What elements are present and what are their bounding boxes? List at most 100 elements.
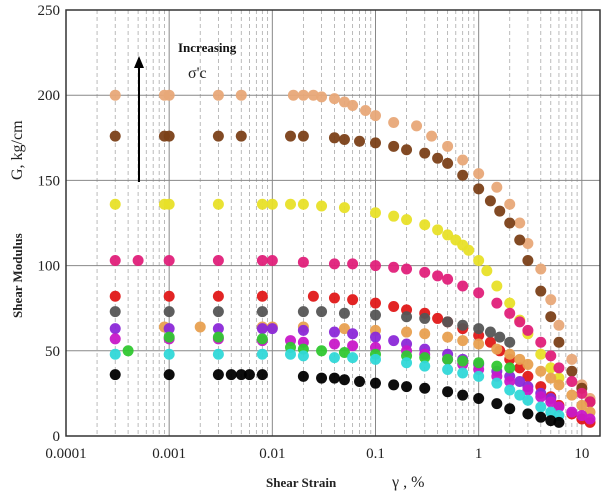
data-point (491, 343, 503, 355)
data-point (347, 340, 359, 352)
data-point (297, 198, 309, 210)
data-point (316, 372, 328, 384)
data-point (338, 202, 350, 214)
annotation-symbol: σ'c (188, 65, 207, 82)
data-point (576, 399, 588, 411)
data-point (256, 323, 268, 335)
data-point (256, 348, 268, 360)
data-point (338, 307, 350, 319)
data-point (553, 336, 565, 348)
data-point (442, 386, 454, 398)
data-point (109, 254, 121, 266)
data-point (266, 254, 278, 266)
y-tick-label: 200 (38, 88, 61, 104)
data-point (328, 372, 340, 384)
data-point (316, 91, 328, 103)
data-point (457, 280, 469, 292)
data-point (212, 290, 224, 302)
data-point (347, 328, 359, 340)
data-point (442, 364, 454, 376)
data-point (347, 352, 359, 364)
data-point (297, 256, 309, 268)
data-point (514, 316, 526, 328)
data-point (432, 152, 444, 164)
data-point (194, 321, 206, 333)
data-point (316, 345, 328, 357)
data-point (411, 120, 423, 132)
data-point (401, 381, 413, 393)
data-point (442, 273, 454, 285)
data-point (584, 413, 596, 425)
data-point (109, 198, 121, 210)
y-tick-label: 50 (45, 344, 60, 360)
data-point (545, 350, 557, 362)
data-point (553, 379, 565, 391)
data-point (442, 316, 454, 328)
y-tick-label: 0 (53, 429, 61, 445)
data-point (388, 300, 400, 312)
data-point (109, 89, 121, 101)
data-point (212, 306, 224, 318)
data-point (212, 348, 224, 360)
data-point (553, 362, 565, 374)
x-tick-label: 0.1 (366, 446, 385, 462)
data-point (369, 353, 381, 365)
data-point (369, 260, 381, 272)
data-point (457, 335, 469, 347)
data-point (388, 210, 400, 222)
data-point (401, 311, 413, 323)
data-point (163, 198, 175, 210)
data-point (473, 183, 485, 195)
data-point (473, 357, 485, 369)
data-point (504, 403, 516, 415)
data-point (256, 333, 268, 345)
data-point (347, 258, 359, 270)
data-point (328, 292, 340, 304)
data-point (457, 389, 469, 401)
data-point (442, 140, 454, 152)
data-point (504, 297, 516, 309)
data-point (457, 154, 469, 166)
data-point (566, 389, 578, 401)
data-point (504, 362, 516, 374)
data-point (388, 116, 400, 128)
data-point (545, 294, 557, 306)
data-point (163, 254, 175, 266)
data-point (504, 348, 516, 360)
data-point (545, 396, 557, 408)
data-point (401, 144, 413, 156)
data-point (481, 265, 493, 277)
data-point (514, 353, 526, 365)
data-point (419, 219, 431, 231)
data-point (109, 369, 121, 381)
data-point (256, 306, 268, 318)
data-point (522, 394, 534, 406)
data-point (338, 134, 350, 146)
data-point (473, 370, 485, 382)
data-point (109, 333, 121, 345)
data-point (566, 365, 578, 377)
x-tick-label: 10 (574, 446, 589, 462)
x-tick-label: 1 (475, 446, 483, 462)
data-point (535, 336, 547, 348)
data-point (535, 285, 547, 297)
data-point (316, 306, 328, 318)
data-point (307, 89, 319, 101)
data-point (457, 319, 469, 331)
data-point (369, 331, 381, 343)
data-point (545, 415, 557, 427)
data-point (256, 369, 268, 381)
data-point (297, 306, 309, 318)
data-point (504, 198, 516, 210)
data-point (473, 168, 485, 180)
data-point (514, 234, 526, 246)
data-point (553, 401, 565, 413)
x-axis-label: Shear Strain (266, 475, 337, 490)
data-point (297, 89, 309, 101)
data-point (535, 391, 547, 403)
data-point (369, 137, 381, 149)
data-point (401, 357, 413, 369)
data-point (328, 132, 340, 144)
